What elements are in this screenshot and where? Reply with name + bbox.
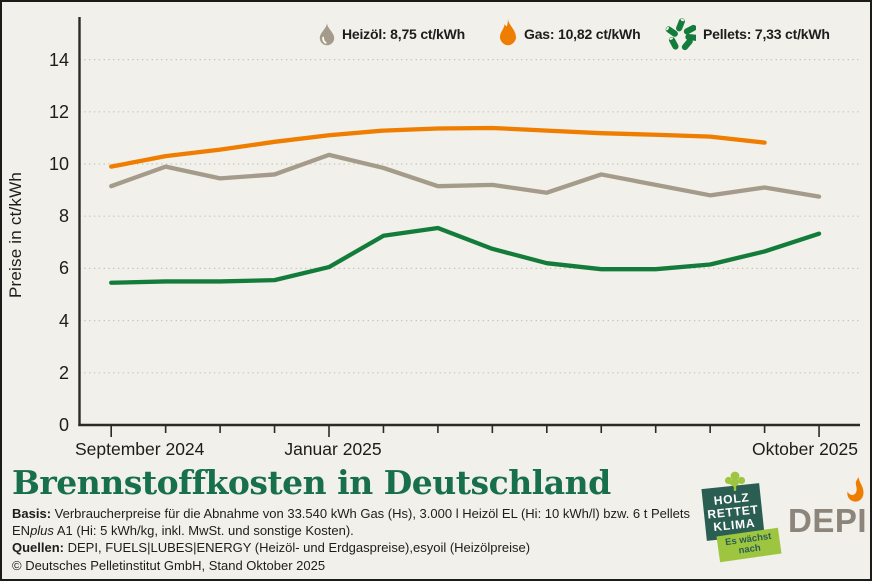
y-tick-label: 6 bbox=[58, 258, 69, 279]
legend-item-pellets: Pellets: 7,33 ct/kWh bbox=[665, 14, 830, 54]
y-tick-label: 0 bbox=[58, 415, 69, 435]
quellen-text: DEPI, FUELS|LUBES|ENERGY (Heizöl- und Er… bbox=[64, 540, 531, 556]
ribbon-line-2: nach bbox=[737, 542, 762, 557]
y-axis-title: Preise in ct/kWh bbox=[6, 172, 25, 299]
legend-label-heizoel: Heizöl: 8,75 ct/kWh bbox=[342, 26, 466, 42]
enplus-rest: A1 (Hi: 5 kWh/kg, inkl. MwSt. und sonsti… bbox=[53, 523, 354, 539]
footer-basis-line: Basis: Verbraucherpreise für die Abnahme… bbox=[12, 505, 690, 522]
y-tick-label: 12 bbox=[48, 101, 69, 122]
pellets-icon bbox=[665, 17, 696, 50]
oil-drop-icon bbox=[319, 22, 335, 46]
tree-icon bbox=[724, 471, 746, 491]
y-tick-label: 2 bbox=[58, 362, 69, 383]
x-axis-label-september-2024: September 2024 bbox=[75, 439, 205, 459]
x-axis-label-oktober-2025: Oktober 2025 bbox=[751, 439, 858, 459]
x-axis-label-januar-2025: Januar 2025 bbox=[284, 439, 382, 459]
y-tick-label: 10 bbox=[48, 154, 69, 174]
footer-enplus-line: ENplus A1 (Hi: 5 kWh/kg, inkl. MwSt. und… bbox=[12, 522, 690, 539]
depi-logo: DEPI bbox=[788, 474, 870, 540]
legend-item-gas: Gas: 10,82 ct/kWh bbox=[499, 14, 641, 54]
enplus-italic: plus bbox=[30, 523, 54, 539]
legend-label-gas: Gas: 10,82 ct/kWh bbox=[524, 26, 641, 42]
quellen-label: Quellen: bbox=[12, 540, 65, 556]
basis-text: Verbraucherpreise für die Abnahme von 33… bbox=[51, 506, 691, 521]
gas-flame-icon bbox=[499, 18, 517, 46]
enplus-pre: EN bbox=[12, 523, 31, 539]
depi-wordmark: DEPI bbox=[788, 502, 868, 539]
y-tick-label: 14 bbox=[48, 49, 69, 70]
page-title: Brennstoffkosten in Deutschland bbox=[12, 463, 611, 502]
holz-rettet-klima-logo: HOLZ RETTET KLIMA Es wächst nach bbox=[696, 471, 786, 572]
y-tick-label: 4 bbox=[58, 310, 69, 331]
depi-flame-icon bbox=[847, 477, 864, 502]
footer-quellen-line: Quellen: DEPI, FUELS|LUBES|ENERGY (Heizö… bbox=[12, 539, 690, 556]
footer-notes: Basis: Verbraucherpreise für die Abnahme… bbox=[12, 505, 690, 574]
y-tick-label: 8 bbox=[58, 206, 69, 227]
basis-label: Basis: bbox=[12, 506, 52, 521]
legend-label-pellets: Pellets: 7,33 ct/kWh bbox=[703, 26, 830, 42]
legend-item-heizoel: Heizöl: 8,75 ct/kWh bbox=[319, 14, 465, 54]
footer-copyright-line: © Deutsches Pelletinstitut GmbH, Stand O… bbox=[12, 557, 326, 573]
